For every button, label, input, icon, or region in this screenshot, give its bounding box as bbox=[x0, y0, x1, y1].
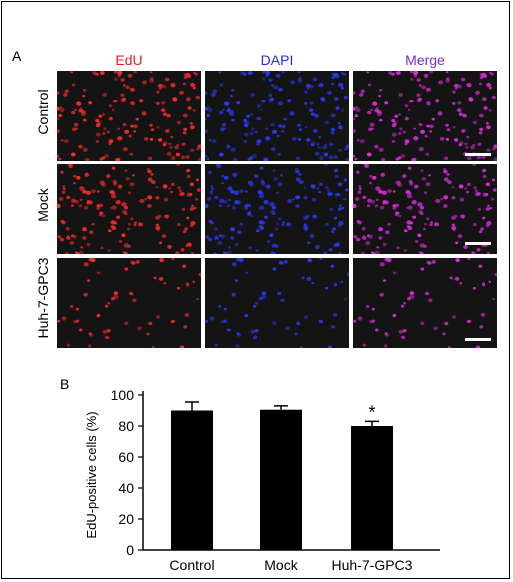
panel-a-label: A bbox=[12, 48, 22, 64]
micrograph-mock-edu bbox=[57, 164, 201, 254]
scale-bar bbox=[465, 153, 491, 156]
scale-bar bbox=[465, 242, 491, 245]
micrograph-mock-merge bbox=[353, 164, 497, 254]
micrograph-mock-dapi bbox=[205, 164, 349, 254]
column-header-edu: EdU bbox=[115, 52, 143, 68]
micrograph-huh7-gpc3-edu bbox=[57, 258, 201, 348]
column-header-merge: Merge bbox=[405, 52, 445, 68]
row-label-huh7-gpc3: Huh-7-GPC3 bbox=[35, 257, 51, 339]
row-label-control: Control bbox=[35, 89, 51, 135]
scale-bar bbox=[465, 338, 491, 341]
micrograph-huh7-gpc3-merge bbox=[353, 258, 497, 348]
micrograph-control-merge bbox=[353, 71, 497, 161]
micrograph-control-edu bbox=[57, 71, 201, 161]
column-header-dapi: DAPI bbox=[260, 52, 294, 68]
micrograph-huh7-gpc3-dapi bbox=[205, 258, 349, 348]
row-label-mock: Mock bbox=[35, 188, 51, 222]
micrograph-control-dapi bbox=[205, 71, 349, 161]
panel-b-label: B bbox=[60, 376, 70, 392]
